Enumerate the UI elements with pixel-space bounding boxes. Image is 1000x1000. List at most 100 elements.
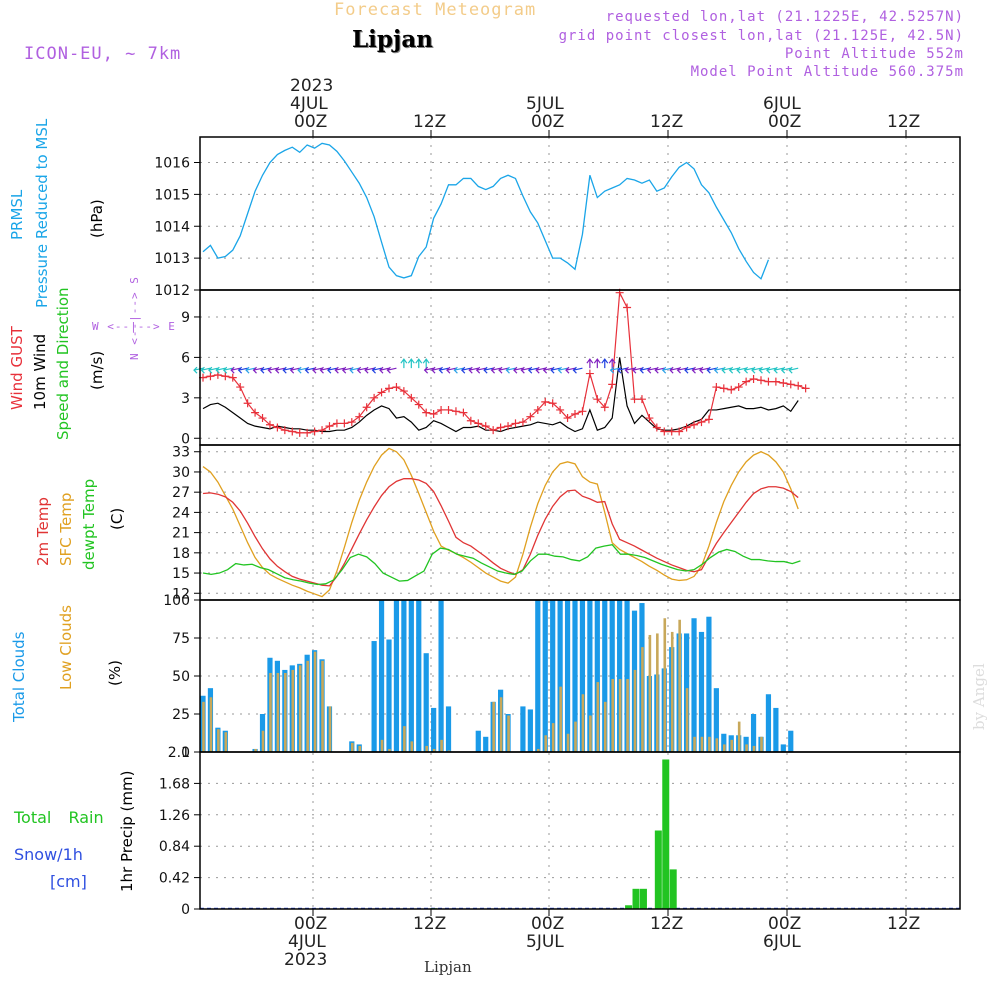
wind-gust-marker	[251, 408, 260, 417]
wind-direction-arrow	[304, 366, 315, 374]
wind-direction-arrow	[721, 366, 732, 374]
rain-bar	[654, 830, 662, 909]
sfc-temp-line	[202, 447, 799, 598]
wind-gust-marker	[608, 380, 617, 389]
wind-gust-marker	[533, 405, 542, 414]
low-cloud-bar	[499, 697, 503, 752]
wind-direction-arrow	[289, 366, 300, 374]
wind-gust-marker	[444, 405, 453, 414]
wind-direction-arrow	[601, 358, 609, 369]
wind-gust-marker	[437, 405, 446, 414]
wind-direction-arrow	[400, 358, 408, 369]
wind-direction-arrow	[334, 366, 345, 374]
low-cloud-bar	[358, 745, 362, 752]
wind-direction-arrow	[460, 366, 471, 374]
total-cloud-bar	[594, 600, 600, 752]
wind-gust-marker	[399, 387, 408, 396]
wind-direction-arrow	[274, 366, 285, 374]
wind-direction-arrow	[788, 366, 799, 374]
wind-direction-arrow	[468, 366, 479, 374]
bottom-hour-label: 00Z	[768, 914, 802, 934]
wind-gust-marker	[630, 395, 639, 404]
low-cloud-bar	[261, 730, 265, 752]
low-cloud-bar	[298, 665, 302, 752]
y-tick-label: 0.84	[159, 839, 190, 855]
low-cloud-bar	[403, 726, 406, 752]
wind-gust-marker	[511, 419, 520, 428]
total-cloud-bar	[706, 616, 712, 752]
wind-direction-arrow	[386, 366, 397, 374]
top-hour-label: 12Z	[887, 112, 921, 132]
y-tick-label: 25	[172, 707, 190, 723]
wind-direction-arrow	[586, 358, 594, 369]
wind-gust-marker	[362, 403, 371, 412]
wind-direction-arrow	[498, 366, 509, 374]
wind-gust-marker	[548, 399, 557, 408]
wind-direction-arrow	[766, 366, 777, 374]
total-cloud-bar	[520, 706, 526, 752]
top-hour-label: 00Z	[294, 112, 328, 132]
wind-gust-marker	[474, 419, 483, 428]
wind-direction-arrow	[758, 366, 769, 374]
bottom-day-label-6jul: 6JUL	[763, 932, 801, 952]
wind-gust-marker	[347, 418, 356, 427]
low-cloud-bar	[559, 686, 562, 752]
total-cloud-bar	[408, 600, 414, 752]
low-cloud-bar	[760, 736, 763, 752]
total-cloud-bar	[587, 600, 593, 752]
wind-direction-arrow	[728, 366, 739, 374]
y-tick-label: 27	[172, 485, 190, 501]
wind-direction-arrow	[609, 366, 620, 374]
total-cloud-bar	[535, 600, 541, 752]
wind-direction-arrow	[282, 366, 293, 374]
wind-gust-marker	[288, 427, 297, 436]
wind-direction-arrow	[676, 366, 687, 374]
total-cloud-bar	[431, 707, 437, 752]
wind-gust-marker	[370, 393, 379, 402]
low-cloud-bar	[254, 748, 257, 752]
total-cloud-bar	[386, 639, 392, 752]
dewpt-temp-line	[202, 544, 801, 586]
grid-point-coords: grid point closest lon,lat (21.125E, 42.…	[558, 28, 964, 44]
top-year-label: 2023	[290, 76, 334, 96]
wind-gust-marker	[243, 399, 252, 408]
wind-direction-arrow	[267, 366, 278, 374]
total-cloud-bar	[542, 600, 548, 752]
total-cloud-bar	[423, 653, 429, 752]
wind-gust-marker	[749, 374, 758, 383]
wind-direction-arrow	[751, 366, 762, 374]
t2m-temp-line	[202, 478, 799, 587]
wind-gust-marker	[637, 395, 646, 404]
wind-direction-arrow	[379, 366, 390, 374]
wind-direction-arrow	[407, 358, 415, 369]
low-cloud-bar	[574, 721, 577, 752]
wind-direction-arrow	[632, 366, 643, 374]
total-cloud-bar	[438, 600, 444, 752]
model-label: ICON-EU, ~ 7km	[24, 44, 182, 64]
total-cloud-bar	[475, 730, 481, 752]
wind-direction-arrow	[513, 366, 524, 374]
low-cloud-bar	[685, 688, 689, 752]
wind-direction-arrow	[646, 366, 657, 374]
wind-direction-arrow	[245, 366, 256, 374]
low-cloud-bar	[648, 634, 652, 752]
y-tick-label: 50	[172, 669, 190, 685]
low-cloud-bar	[507, 715, 510, 752]
wind-gust-marker	[228, 373, 237, 382]
low-cloud-bar	[581, 694, 585, 752]
wind-direction-arrow	[415, 358, 423, 369]
y-tick-label: 21	[172, 526, 190, 542]
total-cloud-bar	[721, 733, 727, 752]
y-tick-label: 1016	[154, 156, 190, 172]
wind-gust-marker	[771, 377, 780, 386]
wind-direction-arrow	[624, 366, 635, 374]
wind-gust-marker	[221, 372, 230, 381]
low-cloud-bar	[708, 736, 711, 752]
total-cloud-bar	[445, 706, 452, 752]
low-cloud-bar	[611, 679, 614, 752]
bottom-location-label: Lipjan	[424, 958, 472, 976]
total-cloud-bar	[416, 600, 422, 752]
bottom-hour-label: 12Z	[650, 914, 684, 934]
wind-gust-marker	[258, 414, 267, 423]
low-cloud-bar	[328, 706, 332, 752]
